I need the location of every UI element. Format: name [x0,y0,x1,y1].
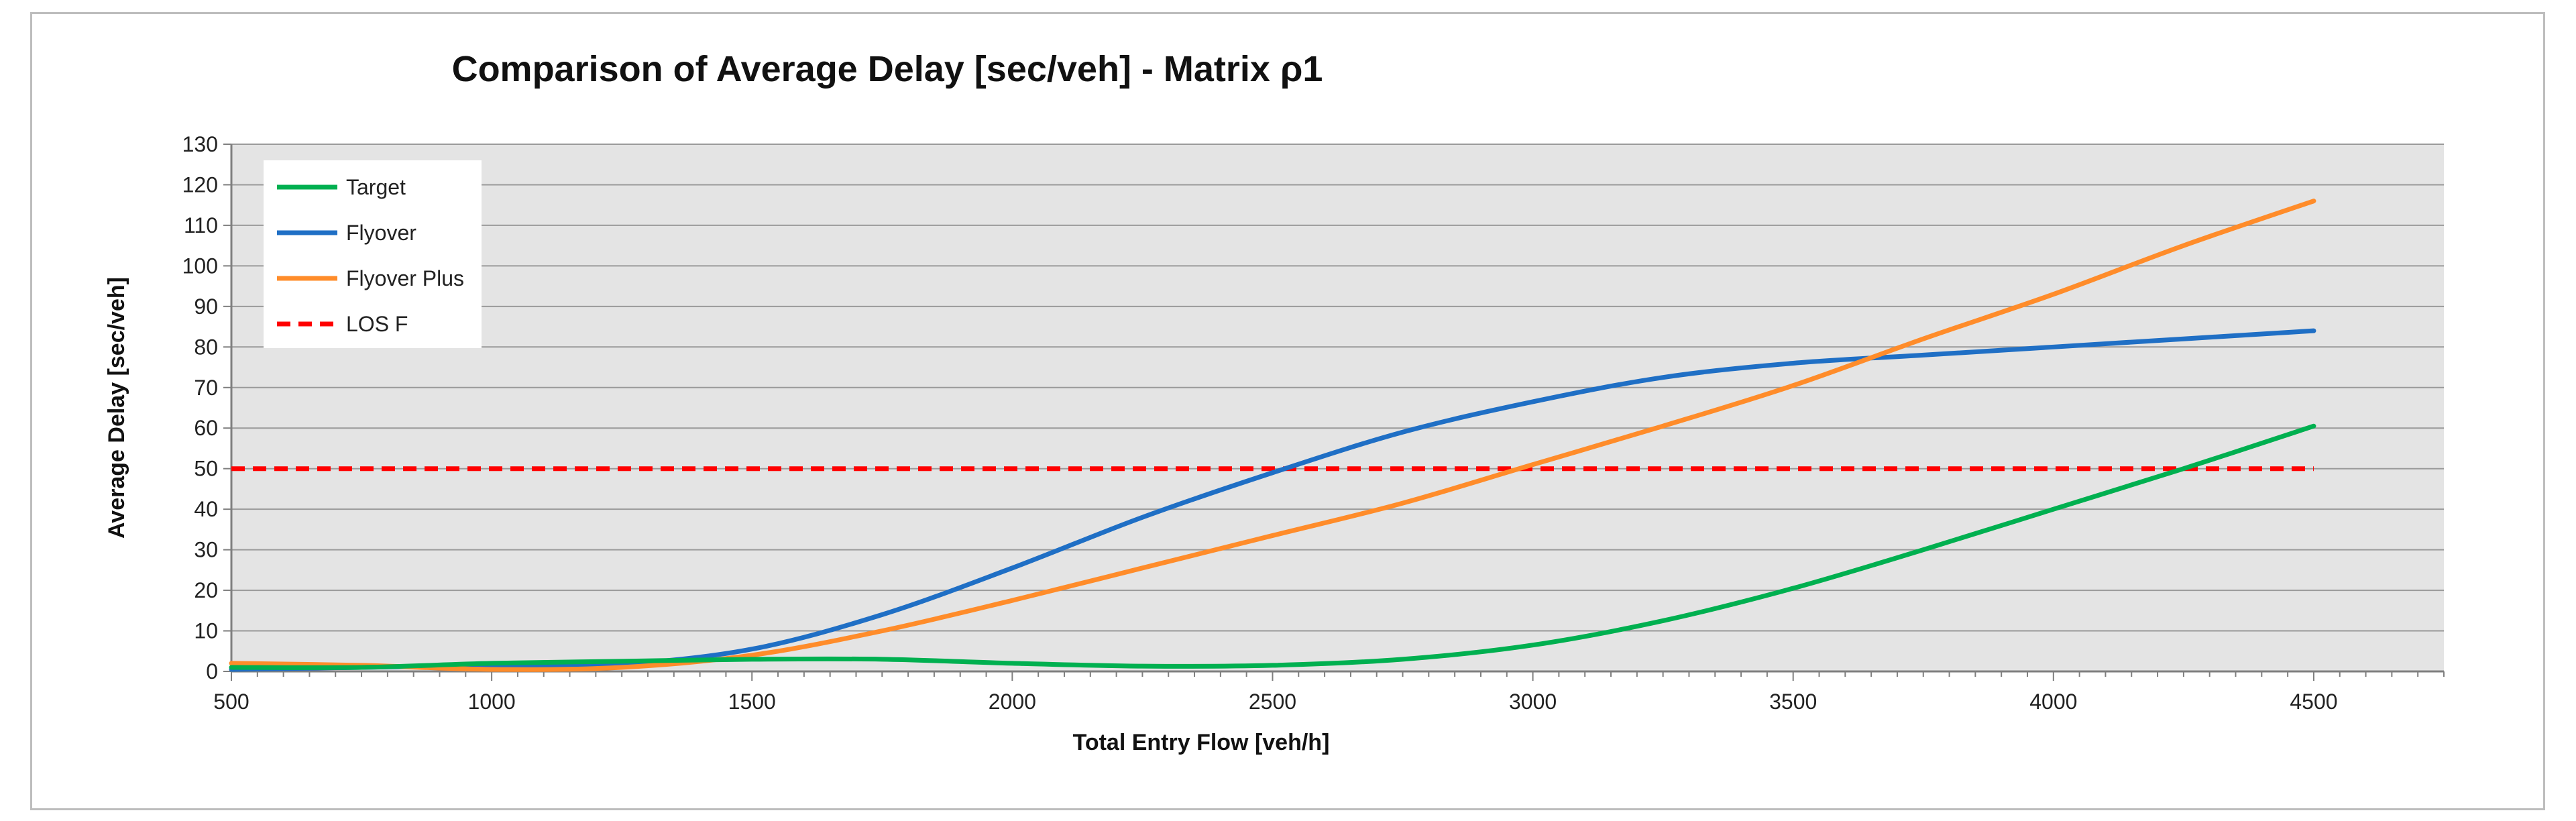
y-tick-label: 110 [184,213,218,237]
chart-frame: Comparison of Average Delay [sec/veh] - … [30,12,2545,810]
x-tick-label: 3000 [1509,690,1557,714]
legend-label-los-f: LOS F [346,312,408,336]
y-tick-label: 50 [194,457,218,481]
x-tick-label: 4500 [2290,690,2337,714]
x-axis-title: Total Entry Flow [veh/h] [1073,730,1330,755]
y-tick-label: 100 [182,254,218,278]
series-line-flyover-plus [229,199,2316,672]
x-tick-label: 2500 [1249,690,1296,714]
legend-label-flyover-plus: Flyover Plus [346,266,464,290]
y-tick-label: 30 [194,538,218,562]
x-tick-label: 1500 [728,690,776,714]
y-axis-title: Average Delay [sec/veh] [104,277,129,539]
series-line-flyover [229,328,2316,672]
x-tick-label: 4000 [2029,690,2077,714]
legend-label-flyover: Flyover [346,221,416,245]
y-tick-label: 90 [194,294,218,319]
plot-area [231,144,2444,671]
y-tick-label: 0 [206,659,218,683]
y-tick-label: 40 [194,497,218,521]
series-line-target [229,423,2316,670]
y-tick-label: 20 [194,578,218,602]
legend-items: Target Flyover Flyover Plus LOS F [277,175,464,336]
legend-box [264,160,482,348]
y-tick-label: 80 [194,335,218,359]
y-tick-label: 120 [182,172,218,197]
legend: Target Flyover Flyover Plus LOS F [264,160,482,348]
x-tick-label: 2000 [989,690,1036,714]
chart-svg: Comparison of Average Delay [sec/veh] - … [104,49,2445,755]
y-tick-label: 130 [182,132,218,156]
axis-layer: 0 10 20 30 40 50 60 70 80 90 100 110 120 130 500 1000 15… [182,132,2445,714]
x-tick-label: 3500 [1769,690,1817,714]
x-tick-label: 500 [213,690,249,714]
y-tick-label: 60 [194,416,218,440]
series-layer [229,199,2316,672]
y-tick-label: 70 [194,376,218,400]
y-tick-label: 10 [194,619,218,643]
x-tick-label: 1000 [468,690,516,714]
chart-title: Comparison of Average Delay [sec/veh] - … [452,49,1323,89]
legend-label-target: Target [346,175,406,199]
